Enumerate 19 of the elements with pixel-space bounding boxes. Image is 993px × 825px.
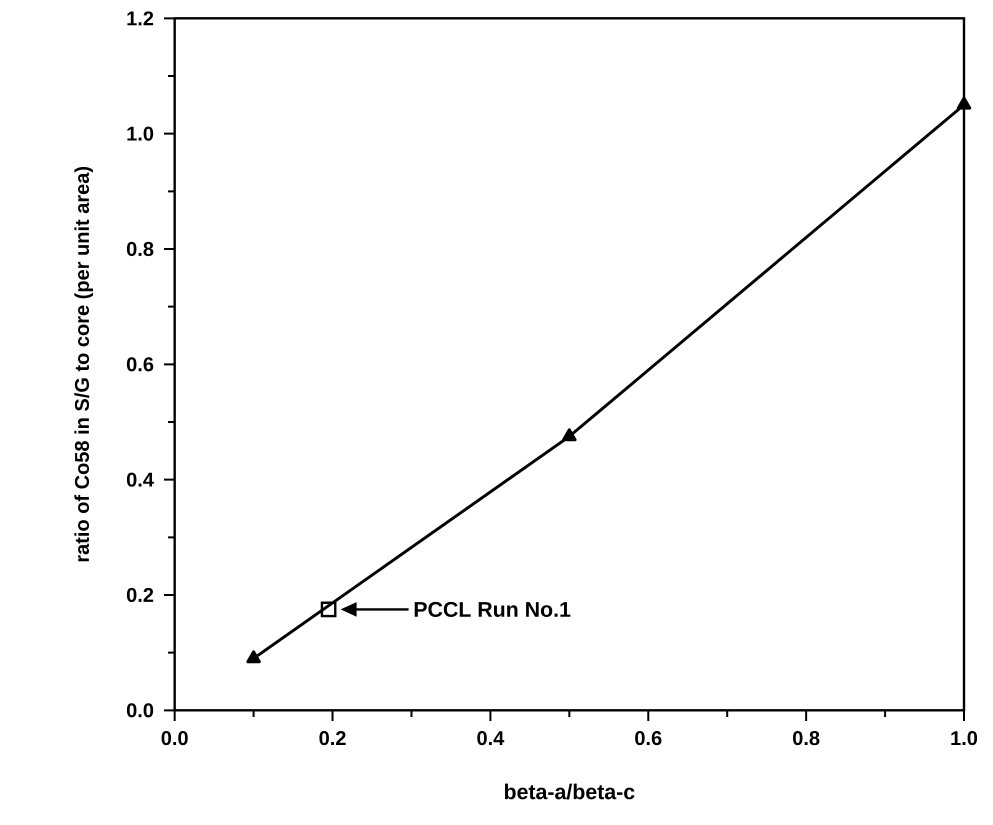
y-tick-label: 1.2	[127, 11, 154, 26]
x-axis-title: beta-a/beta-c	[504, 784, 634, 800]
y-tick-label: 1.0	[127, 126, 154, 141]
x-tick-label: 0.4	[477, 731, 504, 746]
y-tick-label: 0.4	[126, 472, 154, 487]
y-tick-label: 0.8	[126, 242, 154, 256]
x-tick-label: 0.0	[162, 731, 188, 746]
x-tick-label: 0.2	[319, 731, 346, 746]
point	[956, 96, 972, 110]
x-tick-label: 0.6	[635, 731, 662, 746]
point	[246, 650, 261, 664]
y-axis-title: ratio of Co58 in S/G to core (per unit area)	[74, 166, 93, 562]
y-tick-label: 0.6	[126, 357, 154, 372]
x-tick-label: 0.8	[793, 731, 820, 746]
annotation: PCCL Run No.1	[414, 602, 570, 617]
x-tick-label: 1.0	[951, 731, 978, 746]
point	[562, 428, 577, 442]
y-tick-label: 0.0	[126, 703, 154, 718]
y-tick-label: 0.2	[126, 588, 154, 602]
